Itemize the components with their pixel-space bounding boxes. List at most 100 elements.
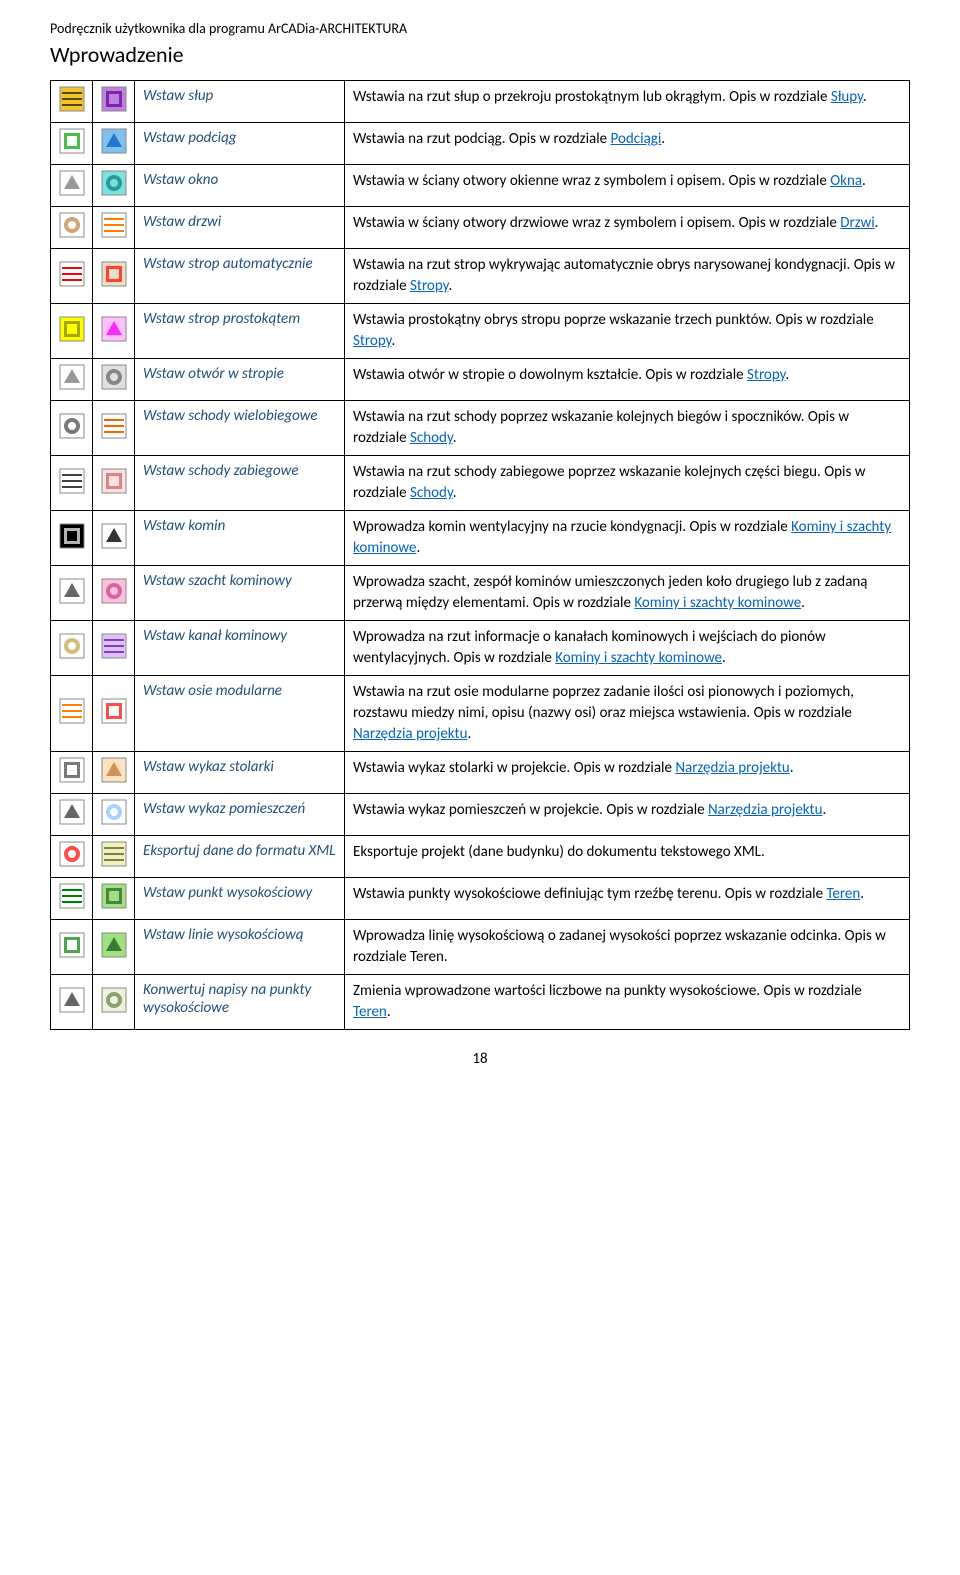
command-description: Wstawia otwór w stropie o dowolnym kszta… [345,359,910,401]
command-icon-small [51,676,93,752]
command-description: Wstawia na rzut słup o przekroju prostok… [345,81,910,123]
command-icon-large [93,165,135,207]
command-icon-small [51,621,93,676]
command-description: Wprowadza komin wentylacyjny na rzucie k… [345,511,910,566]
command-description: Eksportuje projekt (dane budynku) do dok… [345,836,910,878]
chapter-link[interactable]: Teren [826,885,860,903]
command-name: Wstaw schody wielobiegowe [135,401,345,456]
command-description: Wstawia na rzut schody poprzez wskazanie… [345,401,910,456]
chapter-link[interactable]: Schody [410,429,453,447]
chapter-link[interactable]: Kominy i szachty kominowe [353,518,891,557]
chapter-link[interactable]: Narzędzia projektu [675,759,789,777]
command-name: Wstaw szacht kominowy [135,566,345,621]
command-icon-small [51,401,93,456]
table-row: Wstaw schody zabiegoweWstawia na rzut sc… [51,456,910,511]
chapter-link[interactable]: Schody [410,484,453,502]
command-icon-large [93,975,135,1030]
chapter-link[interactable]: Narzędzia projektu [708,801,822,819]
command-icon-large [93,123,135,165]
chapter-link[interactable]: Słupy [831,88,863,106]
chapter-link[interactable]: Stropy [410,277,448,295]
command-name: Wstaw punkt wysokościowy [135,878,345,920]
command-name: Wstaw otwór w stropie [135,359,345,401]
chapter-link[interactable]: Kominy i szachty kominowe [634,594,801,612]
chapter-link[interactable]: Narzędzia projektu [353,725,467,743]
table-row: Wstaw oknoWstawia w ściany otwory okienn… [51,165,910,207]
doc-title: Podręcznik użytkownika dla programu ArCA… [50,20,910,37]
command-icon-small [51,249,93,304]
table-row: Wstaw podciągWstawia na rzut podciąg. Op… [51,123,910,165]
section-title: Wprowadzenie [50,41,910,68]
command-name: Wstaw drzwi [135,207,345,249]
table-row: Wstaw schody wielobiegoweWstawia na rzut… [51,401,910,456]
command-name: Wstaw słup [135,81,345,123]
table-row: Wstaw wykaz stolarkiWstawia wykaz stolar… [51,752,910,794]
command-name: Wstaw schody zabiegowe [135,456,345,511]
command-icon-large [93,621,135,676]
command-description: Wprowadza linię wysokościową o zadanej w… [345,920,910,975]
table-row: Wstaw drzwiWstawia w ściany otwory drzwi… [51,207,910,249]
command-icon-large [93,401,135,456]
command-name: Wstaw wykaz stolarki [135,752,345,794]
command-icon-small [51,359,93,401]
command-description: Wstawia punkty wysokościowe definiując t… [345,878,910,920]
command-name: Wstaw strop automatycznie [135,249,345,304]
commands-table: Wstaw słupWstawia na rzut słup o przekro… [50,80,910,1030]
chapter-link[interactable]: Okna [830,172,862,190]
command-name: Wstaw strop prostokątem [135,304,345,359]
table-row: Wstaw strop prostokątemWstawia prostokąt… [51,304,910,359]
command-icon-small [51,165,93,207]
page-number: 18 [50,1050,910,1068]
command-name: Wstaw podciąg [135,123,345,165]
command-icon-small [51,123,93,165]
table-row: Eksportuj dane do formatu XMLEksportuje … [51,836,910,878]
command-icon-large [93,878,135,920]
command-icon-large [93,81,135,123]
command-icon-large [93,207,135,249]
command-name: Wstaw wykaz pomieszczeń [135,794,345,836]
command-icon-large [93,359,135,401]
chapter-link[interactable]: Stropy [747,366,785,384]
table-row: Wstaw punkt wysokościowyWstawia punkty w… [51,878,910,920]
command-icon-large [93,836,135,878]
command-description: Wstawia na rzut schody zabiegowe poprzez… [345,456,910,511]
command-description: Wstawia wykaz stolarki w projekcie. Opis… [345,752,910,794]
command-description: Wstawia w ściany otwory okienne wraz z s… [345,165,910,207]
command-icon-small [51,304,93,359]
command-name: Wstaw okno [135,165,345,207]
command-description: Wprowadza szacht, zespół kominów umieszc… [345,566,910,621]
command-icon-large [93,304,135,359]
command-description: Wstawia na rzut strop wykrywając automat… [345,249,910,304]
command-name: Eksportuj dane do formatu XML [135,836,345,878]
table-row: Wstaw słupWstawia na rzut słup o przekro… [51,81,910,123]
table-row: Konwertuj napisy na punkty wysokościoweZ… [51,975,910,1030]
chapter-link[interactable]: Drzwi [840,214,874,232]
command-name: Wstaw linie wysokościową [135,920,345,975]
table-row: Wstaw osie modularneWstawia na rzut osie… [51,676,910,752]
command-icon-small [51,836,93,878]
command-description: Wstawia prostokątny obrys stropu poprze … [345,304,910,359]
command-icon-small [51,794,93,836]
chapter-link[interactable]: Kominy i szachty kominowe [555,649,722,667]
table-row: Wstaw szacht kominowyWprowadza szacht, z… [51,566,910,621]
command-icon-large [93,566,135,621]
chapter-link[interactable]: Teren [353,1003,387,1021]
chapter-link[interactable]: Podciągi [611,130,662,148]
command-icon-large [93,920,135,975]
table-row: Wstaw wykaz pomieszczeńWstawia wykaz pom… [51,794,910,836]
command-name: Wstaw osie modularne [135,676,345,752]
command-icon-small [51,456,93,511]
command-icon-small [51,81,93,123]
command-icon-small [51,566,93,621]
command-description: Wstawia na rzut osie modularne poprzez z… [345,676,910,752]
chapter-link[interactable]: Stropy [353,332,391,350]
command-description: Wstawia wykaz pomieszczeń w projekcie. O… [345,794,910,836]
command-description: Wstawia na rzut podciąg. Opis w rozdzial… [345,123,910,165]
command-icon-large [93,511,135,566]
command-name: Konwertuj napisy na punkty wysokościowe [135,975,345,1030]
command-icon-small [51,920,93,975]
command-icon-small [51,207,93,249]
command-icon-large [93,794,135,836]
command-icon-large [93,249,135,304]
command-icon-large [93,752,135,794]
